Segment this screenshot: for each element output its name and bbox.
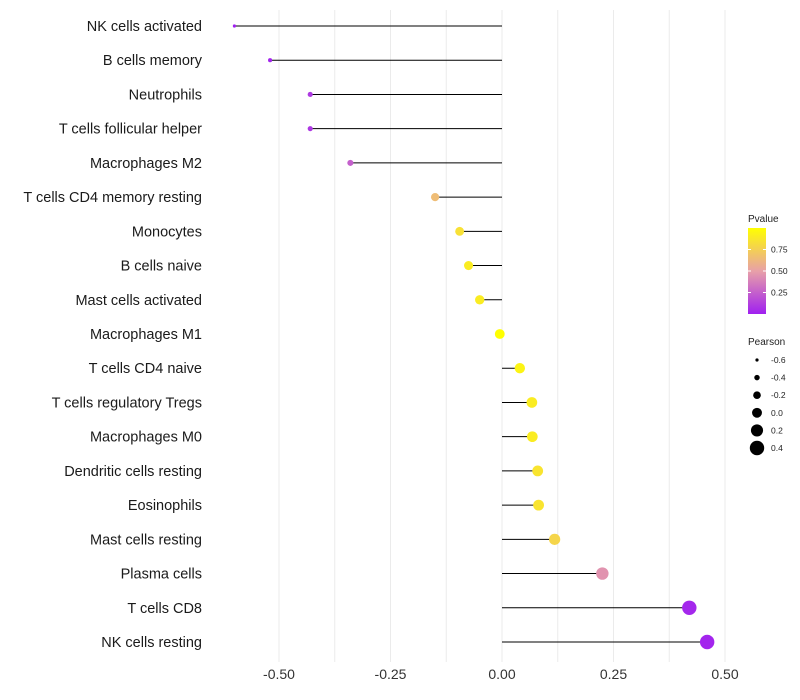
- color-legend-title: Pvalue: [748, 214, 779, 225]
- lollipop-dot: [699, 634, 715, 650]
- lollipop-dot: [307, 126, 313, 132]
- lollipop-dot: [533, 499, 544, 511]
- category-label: T cells CD4 naive: [89, 361, 202, 377]
- lollipop-dot: [596, 567, 609, 580]
- category-label: NK cells resting: [101, 635, 202, 651]
- lollipop-dot: [455, 226, 465, 236]
- size-legend-dot: [750, 424, 764, 437]
- category-label: T cells CD8: [127, 601, 202, 617]
- lollipop-dot: [532, 465, 544, 477]
- category-label: Macrophages M2: [90, 156, 202, 172]
- category-label: T cells regulatory Tregs: [52, 395, 202, 411]
- category-label: B cells memory: [103, 53, 203, 69]
- category-label: NK cells activated: [87, 19, 202, 35]
- size-legend-title: Pearson: [748, 337, 785, 348]
- x-tick-label: 0.25: [600, 666, 627, 682]
- color-legend-label: 0.50: [771, 266, 788, 276]
- category-label: Macrophages M1: [90, 327, 202, 343]
- size-legend-label: -0.6: [771, 355, 786, 365]
- category-label: Macrophages M0: [90, 430, 202, 446]
- category-labels: NK cells activated B cells memory Neutroph…: [23, 19, 202, 651]
- stem-layer: [234, 25, 708, 643]
- category-label: Neutrophils: [129, 87, 202, 103]
- lollipop-dot: [464, 261, 474, 271]
- category-label: B cells naive: [121, 259, 202, 275]
- size-legend-dot: [749, 440, 765, 456]
- size-legend-dot: [753, 391, 761, 400]
- legend: Pvalue Pearson 0.75 0.50 0.25 -0.6 -0.4 -0.2 0…: [748, 214, 788, 456]
- lollipop-dot: [347, 159, 354, 166]
- size-legend-dot: [752, 407, 762, 418]
- category-label: Monocytes: [132, 224, 202, 240]
- category-label: T cells follicular helper: [59, 122, 202, 138]
- lollipop-dot: [307, 91, 313, 97]
- lollipop-dot: [682, 600, 697, 615]
- color-legend-label: 0.75: [771, 245, 788, 255]
- category-label: Mast cells activated: [75, 293, 202, 309]
- x-tick-label: 0.00: [488, 666, 515, 682]
- size-legend-label: 0.0: [771, 408, 783, 418]
- size-legend-label: 0.2: [771, 425, 783, 435]
- size-legend-dot: [755, 358, 759, 362]
- size-legend-dot: [754, 374, 760, 381]
- dot-layer: [232, 24, 715, 650]
- lollipop-dot: [526, 431, 538, 443]
- size-legend-label: 0.4: [771, 443, 783, 453]
- x-tick-label: -0.25: [375, 666, 407, 682]
- category-label: T cells CD4 memory resting: [23, 190, 202, 206]
- lollipop-dot: [494, 329, 505, 339]
- lollipop-dot: [475, 295, 485, 305]
- x-tick-label: 0.50: [711, 666, 738, 682]
- category-label: Dendritic cells resting: [64, 464, 202, 480]
- size-legend-label: -0.4: [771, 373, 786, 383]
- lollipop-dot: [549, 533, 561, 545]
- category-label: Mast cells resting: [90, 532, 202, 548]
- lollipop-dot: [514, 363, 526, 374]
- category-label: Eosinophils: [128, 498, 202, 514]
- lollipop-dot: [526, 397, 538, 408]
- x-axis-ticks: -0.50 -0.25 0.00 0.25 0.50: [263, 666, 739, 682]
- lollipop-dot: [268, 58, 273, 63]
- lollipop-dot: [430, 192, 440, 202]
- x-tick-label: -0.50: [263, 666, 295, 682]
- lollipop-dot: [232, 24, 236, 28]
- color-legend-bar: [748, 228, 766, 314]
- color-legend-label: 0.25: [771, 288, 788, 298]
- size-legend-label: -0.2: [771, 390, 786, 400]
- category-label: Plasma cells: [121, 567, 202, 583]
